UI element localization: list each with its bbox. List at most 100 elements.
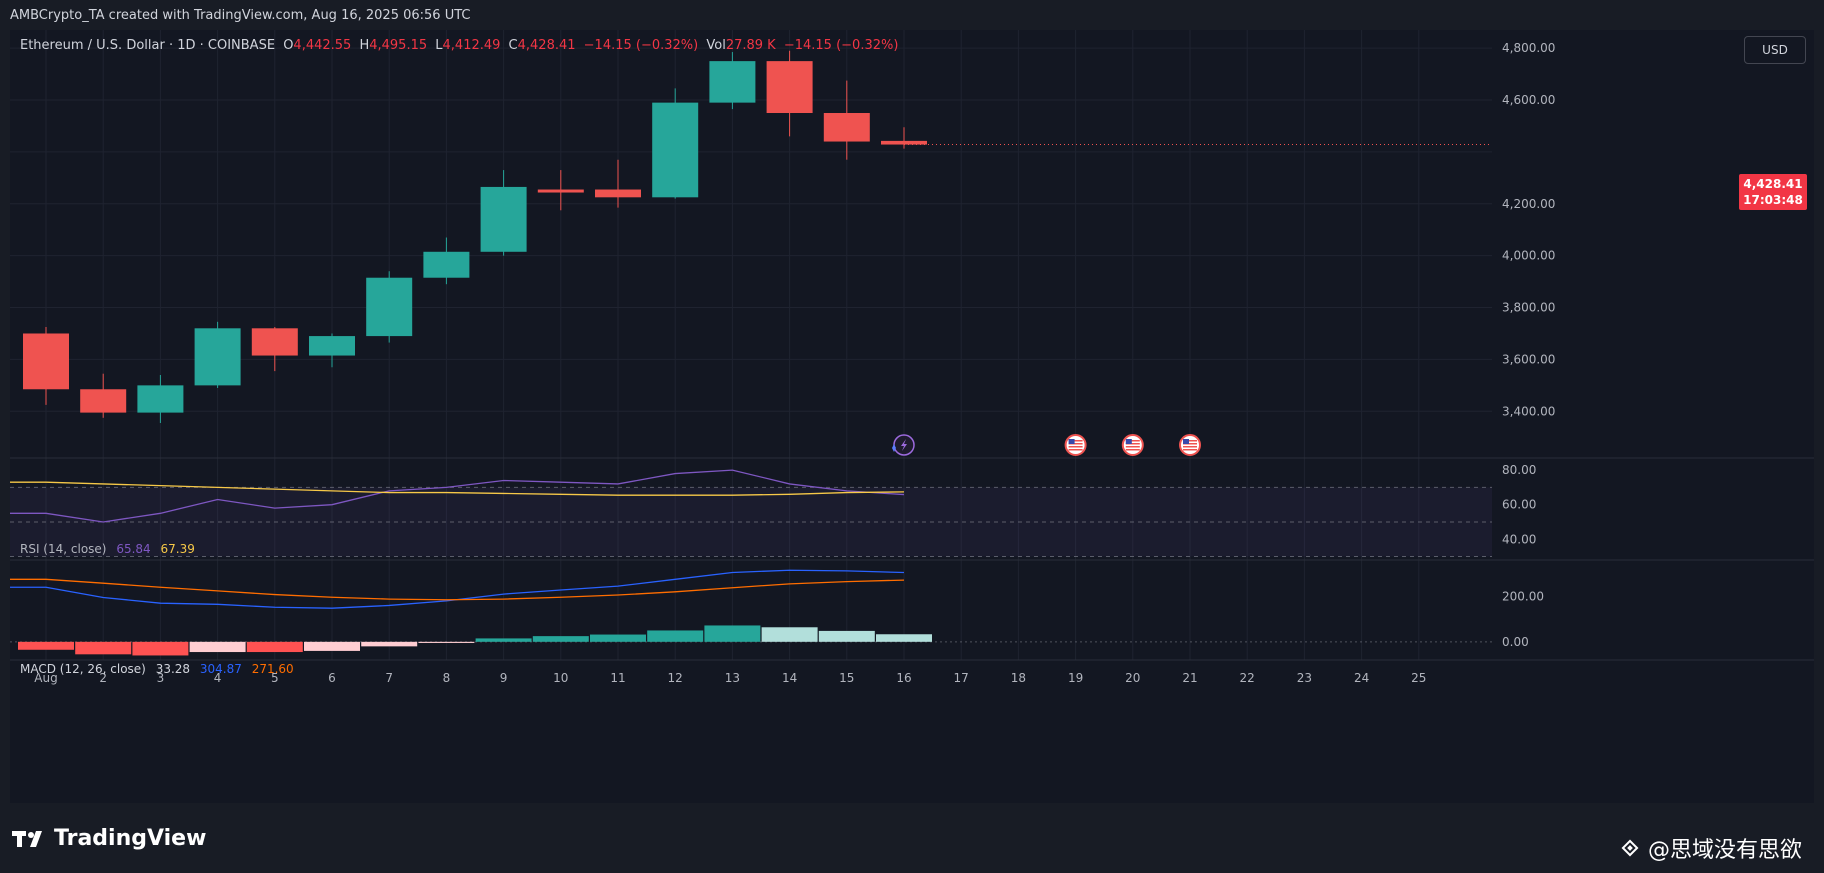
price-tick-label: 3,600.00 [1502,352,1555,366]
candle-body [23,333,69,390]
time-tick-label: 3 [157,671,165,685]
flag-stripe [1068,443,1083,445]
time-tick-label: 15 [839,671,854,685]
flag-circle [1179,434,1201,456]
time-tick-label: 8 [443,671,451,685]
time-tick-label: 21 [1182,671,1197,685]
macd-tick-label: 0.00 [1502,635,1529,649]
macd-histogram-bar [361,641,418,647]
rsi-ma-line [10,481,905,496]
time-tick-label: 24 [1354,671,1369,685]
macd-histogram-bar [132,641,189,656]
candle [309,333,355,368]
rsi-legend: RSI (14, close) 65.84 67.39 [20,542,201,556]
candle [194,321,241,388]
candle [709,52,756,110]
candle [23,327,69,405]
flag-stripe [1183,449,1197,451]
time-tick-label: 11 [610,671,625,685]
candle [366,271,413,343]
flag-stripe [1125,443,1140,445]
candle-body [709,61,756,103]
candle-body [823,113,870,142]
rsi-title[interactable]: RSI (14, close) [20,542,107,556]
flag-stripe [1125,440,1140,442]
macd-histogram-bar [818,630,875,642]
flag-stripe [1183,446,1197,448]
candle-body [366,277,413,337]
macd-line [10,569,905,609]
flag-stripe [1068,446,1083,448]
time-axis: Aug 2 3 4 5 6 7 8 9 10 11 12 13 14 15 16 17 18 19 20 21 22 23 2… [34,671,1426,685]
macd-histogram-bar [590,634,646,642]
time-tick-label: 2 [99,671,107,685]
open-value: 4,442.55 [293,38,352,53]
macd-line-value: 304.87 [199,662,242,676]
low-value: 4,412.49 [442,38,501,53]
candle [80,373,127,418]
us-flag-event-icon [1121,434,1144,456]
us-flag-event-icon [1064,434,1087,456]
time-tick-label: Aug [34,671,57,685]
candle-body [194,328,241,386]
time-tick-label: 14 [782,671,797,685]
flag-stripe [1183,443,1197,445]
macd-histogram-bar [246,641,303,653]
sparkle-glyph [892,444,896,452]
candle-body [137,385,184,413]
price-tick-label: 3,400.00 [1502,404,1555,418]
flag-stripe [1068,440,1083,442]
flag-canton [1125,439,1132,444]
candle [823,80,870,160]
diamond-logo-icon [1621,839,1639,857]
price-tick-label: 3,800.00 [1502,301,1555,315]
time-tick-label: 17 [954,671,969,685]
chart-frame[interactable]: 3,400.00 3,600.00 3,800.00 4,000.00 4,200.00… [10,30,1814,803]
macd-hist-value: 33.28 [155,662,191,676]
tradingview-logo[interactable]: TradingView [12,826,206,851]
candle [423,237,470,285]
rsi-line [10,469,905,523]
price-tick-label: 4,200.00 [1502,197,1555,211]
flag-stripe [1125,449,1140,451]
last-price-tag: 4,428.41 17:03:48 [1739,174,1807,210]
currency-button[interactable]: USD [1744,36,1806,64]
chart-caption: AMBCrypto_TA created with TradingView.co… [10,8,471,23]
rsi-tick-label: 80.00 [1502,463,1536,477]
macd-tick-label: 200.00 [1502,589,1544,603]
event-markers [892,434,1201,456]
time-tick-label: 9 [500,671,508,685]
time-tick-label: 22 [1240,671,1255,685]
time-tick-label: 6 [328,671,336,685]
flag-stripe [1125,446,1140,448]
time-tick-label: 4 [214,671,222,685]
candle [766,50,813,137]
macd-histogram-bar [704,625,761,642]
price-axis: 3,400.00 3,600.00 3,800.00 4,000.00 4,200.00… [1502,41,1555,418]
candle-body [881,140,927,145]
bar-countdown: 17:03:48 [1743,193,1803,207]
candle-body [480,186,527,252]
chart-canvas[interactable]: 3,400.00 3,600.00 3,800.00 4,000.00 4,200.00… [10,30,1814,803]
macd-histogram-bar [475,638,532,642]
watermark-text: @思域没有思欲 [1647,838,1802,863]
time-tick-label: 18 [1011,671,1026,685]
lightning-glyph [901,439,907,451]
candle [251,327,298,372]
candle-body [595,189,641,198]
flag-stripe [1183,440,1197,442]
macd-histogram-bar [647,630,704,642]
candle [480,170,527,256]
macd-histogram-bar [761,627,818,642]
vol-label: Vol [706,38,726,53]
watermark: @思域没有思欲 [1618,832,1802,864]
flag-circle [1121,434,1144,456]
rsi-value: 65.84 [116,542,151,556]
time-tick-label: 7 [385,671,393,685]
symbol-name[interactable]: Ethereum / U.S. Dollar · 1D · COINBASE [20,38,276,53]
macd-title[interactable]: MACD (12, 26, close) [20,662,146,676]
change-value: −14.15 (−0.32%) [583,38,699,53]
macd-histogram-bar [418,641,475,643]
high-value: 4,495.15 [369,38,428,53]
us-flag-event-icon [1179,434,1201,456]
